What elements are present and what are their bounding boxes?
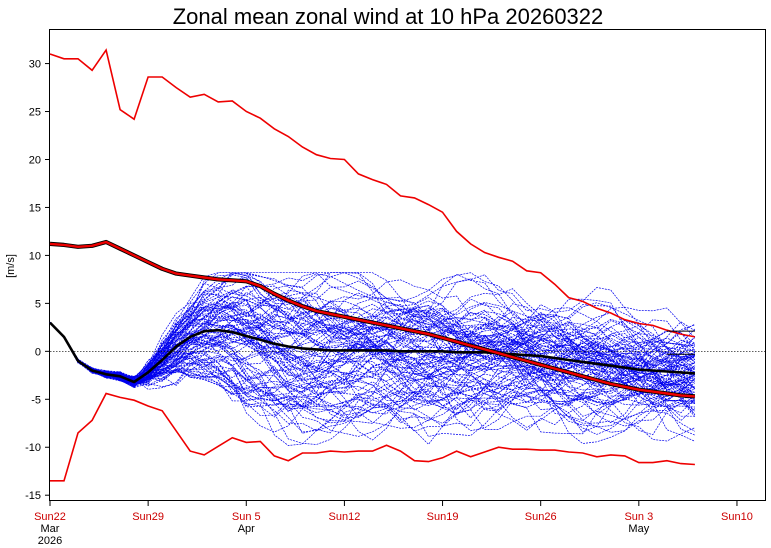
x-tick-label: Sun12 xyxy=(329,511,361,523)
y-tick-label: 20 xyxy=(29,154,41,166)
ensemble-member-line xyxy=(49,309,696,400)
ensemble-member-line xyxy=(49,314,695,404)
ensemble-member-line xyxy=(49,309,696,379)
ensemble-members xyxy=(49,272,696,446)
ensemble-member-line xyxy=(49,318,696,384)
ensemble-member-line xyxy=(49,322,695,411)
ensemble-member-line xyxy=(49,322,696,432)
climatology-min-line xyxy=(50,392,695,482)
ensemble-member-line xyxy=(49,322,696,408)
ensemble-member-line xyxy=(49,322,696,381)
ensemble-member-line xyxy=(49,296,696,390)
ensemble-member-line xyxy=(49,322,696,428)
ensemble-member-line xyxy=(49,305,695,388)
ensemble-member-line xyxy=(49,322,696,384)
x-tick-label: Sun10 xyxy=(721,511,753,523)
x-tick-month: Mar xyxy=(41,523,60,535)
ensemble-member-line xyxy=(49,322,695,384)
x-tick-label: Sun19 xyxy=(427,511,459,523)
ensemble-member-line xyxy=(49,322,695,408)
x-tick-label: Sun 3 xyxy=(624,511,653,523)
ensemble-member-line xyxy=(49,322,696,415)
y-tick-label: 30 xyxy=(29,59,41,71)
ensemble-member-line xyxy=(49,322,696,446)
ensemble-member-line xyxy=(49,322,696,432)
x-tick-label: Sun 5 xyxy=(232,511,261,523)
ensemble-member-line xyxy=(49,322,695,381)
chart-title: Zonal mean zonal wind at 10 hPa 20260322 xyxy=(173,4,604,29)
ensemble-member-line xyxy=(49,322,696,442)
x-tick-month: Apr xyxy=(238,523,255,535)
climatology-max-line xyxy=(49,48,696,338)
ensemble-member-line xyxy=(49,322,696,409)
x-tick-year: 2026 xyxy=(38,535,62,547)
ensemble-member-line xyxy=(49,297,696,386)
ensemble-member-line xyxy=(49,272,696,387)
y-tick-label: -5 xyxy=(31,394,41,406)
ensemble-member-line xyxy=(49,301,695,382)
ensemble-member-line xyxy=(49,322,695,386)
y-tick-label: 15 xyxy=(29,202,41,214)
y-tick-label: 0 xyxy=(35,346,41,358)
x-tick-label: Sun26 xyxy=(525,511,557,523)
ensemble-member-line xyxy=(49,322,696,445)
y-axis: -15 -10 -5 0 5 10 15 20 25 30 xyxy=(25,59,50,502)
y-tick-label: 5 xyxy=(35,298,41,310)
x-tick-label: Sun22 xyxy=(34,511,66,523)
ensemble-member-line xyxy=(49,322,696,412)
y-tick-label: 25 xyxy=(29,107,41,119)
ensemble-member-line xyxy=(49,294,696,404)
ensemble-member-line xyxy=(49,322,696,395)
y-tick-label: -10 xyxy=(25,442,41,454)
ensemble-member-line xyxy=(49,322,696,433)
x-tick-label: Sun29 xyxy=(132,511,164,523)
ensemble-member-line xyxy=(49,321,696,395)
ensemble-member-line xyxy=(49,303,696,380)
ensemble-member-line xyxy=(49,322,696,424)
ensemble-member-line xyxy=(49,322,696,441)
ensemble-member-line xyxy=(49,322,695,384)
ensemble-member-line xyxy=(49,320,695,386)
x-tick-month: May xyxy=(628,523,649,535)
ensemble-member-line xyxy=(49,299,696,385)
ensemble-member-line xyxy=(49,272,696,382)
ensemble-mean-line xyxy=(49,321,695,384)
y-tick-label: 10 xyxy=(29,250,41,262)
y-tick-label: -15 xyxy=(25,490,41,502)
climatology-mean-line xyxy=(49,240,695,398)
climatology-layer xyxy=(49,48,696,482)
ensemble-member-line xyxy=(49,272,696,384)
ensemble-member-line xyxy=(49,273,696,388)
ensemble-mean-layer xyxy=(49,321,695,384)
y-axis-label: [m/s] xyxy=(5,254,17,278)
plot-frame xyxy=(49,29,766,501)
ensemble-member-line xyxy=(49,272,695,378)
ensemble-member-line xyxy=(49,272,696,387)
ensemble-member-line xyxy=(49,285,696,383)
ensemble-member-line xyxy=(49,311,696,385)
